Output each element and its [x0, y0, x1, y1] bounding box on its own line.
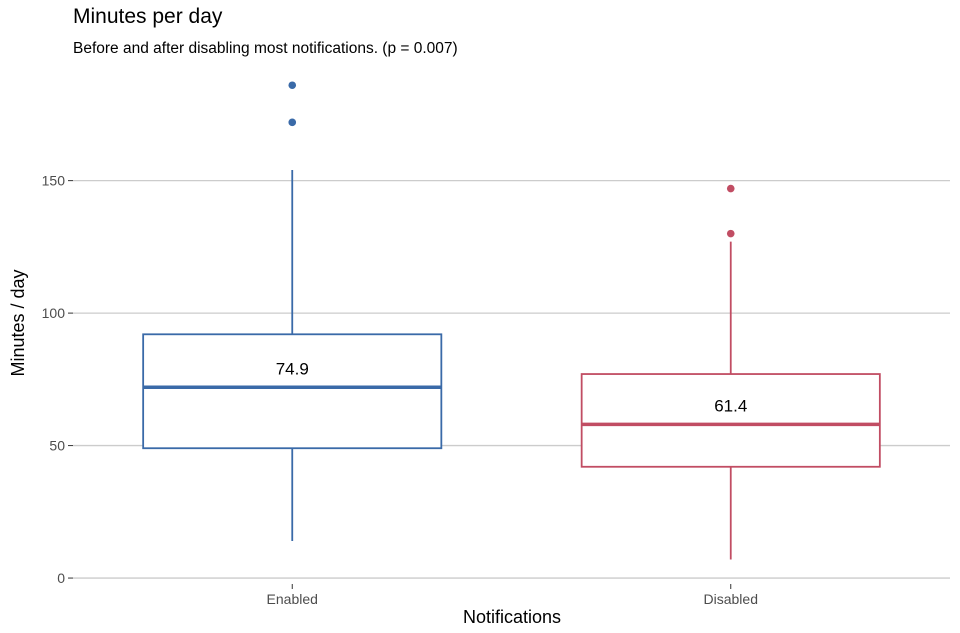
outlier-point: [726, 184, 735, 193]
chart-subtitle: Before and after disabling most notifica…: [73, 40, 458, 57]
y-tick-label: 150: [42, 173, 66, 189]
y-tick-label: 50: [49, 438, 65, 454]
box-enabled: 74.9: [142, 81, 443, 541]
outlier-point: [726, 229, 735, 238]
y-tick-label: 0: [57, 570, 65, 586]
box-iqr: [580, 373, 881, 468]
chart-title: Minutes per day: [73, 5, 223, 28]
x-tick-label: Enabled: [267, 591, 318, 607]
x-tick-label: Disabled: [704, 591, 758, 607]
outlier-point: [288, 81, 297, 90]
mean-label: 74.9: [276, 359, 309, 378]
mean-label: 61.4: [714, 396, 747, 415]
outlier-point: [288, 118, 297, 127]
y-axis-title: Minutes / day: [8, 269, 28, 376]
boxes: 74.9 61.4: [142, 81, 881, 560]
x-axis-title: Notifications: [463, 607, 561, 627]
y-axis-ticks: 0 50 100 150: [42, 173, 73, 586]
x-axis-ticks: Enabled Disabled: [267, 584, 758, 607]
box-iqr: [142, 333, 443, 450]
box-disabled: 61.4: [580, 184, 881, 560]
y-tick-label: 100: [42, 305, 66, 321]
